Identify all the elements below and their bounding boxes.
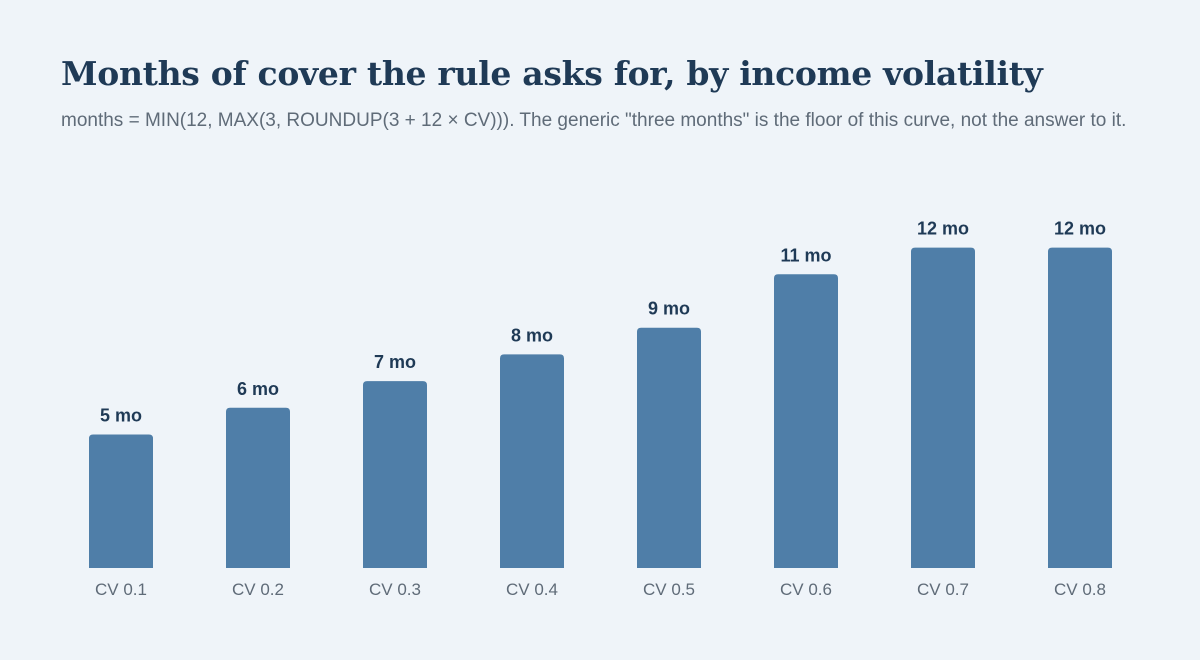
bar-7 [911, 247, 975, 568]
bar-value-label: 12 mo [917, 219, 969, 239]
chart-title: Months of cover the rule asks for, by in… [61, 54, 1043, 93]
bar-6 [774, 274, 838, 568]
chart-subtitle: months = MIN(12, MAX(3, ROUNDUP(3 + 12 ×… [61, 110, 1127, 131]
x-tick-label: CV 0.4 [506, 580, 558, 599]
x-tick-label: CV 0.6 [780, 580, 832, 599]
bar-value-label: 9 mo [648, 299, 690, 319]
bar-value-label: 8 mo [511, 325, 553, 345]
x-tick-label: CV 0.2 [232, 580, 284, 599]
bar-4 [500, 354, 564, 568]
bar-value-label: 5 mo [100, 406, 142, 426]
bar-8 [1048, 247, 1112, 568]
bar-1 [89, 434, 153, 568]
bar-2 [226, 407, 290, 568]
value-labels-group: 5 mo 6 mo 7 mo 8 mo 9 mo 11 mo 12 mo 12 mo [100, 219, 1106, 426]
x-tick-label: CV 0.7 [917, 580, 969, 599]
bars-group [89, 247, 1112, 568]
bar-value-label: 6 mo [237, 379, 279, 399]
bar-value-label: 12 mo [1054, 219, 1106, 239]
x-tick-label: CV 0.3 [369, 580, 421, 599]
bar-3 [363, 381, 427, 568]
x-tick-label: CV 0.5 [643, 580, 695, 599]
bar-5 [637, 327, 701, 568]
bar-value-label: 7 mo [374, 352, 416, 372]
x-tick-label: CV 0.1 [95, 580, 147, 599]
x-tick-label: CV 0.8 [1054, 580, 1106, 599]
bar-value-label: 11 mo [780, 245, 831, 265]
x-tick-labels-group: CV 0.1 CV 0.2 CV 0.3 CV 0.4 CV 0.5 CV 0.6 CV 0… [95, 580, 1106, 599]
